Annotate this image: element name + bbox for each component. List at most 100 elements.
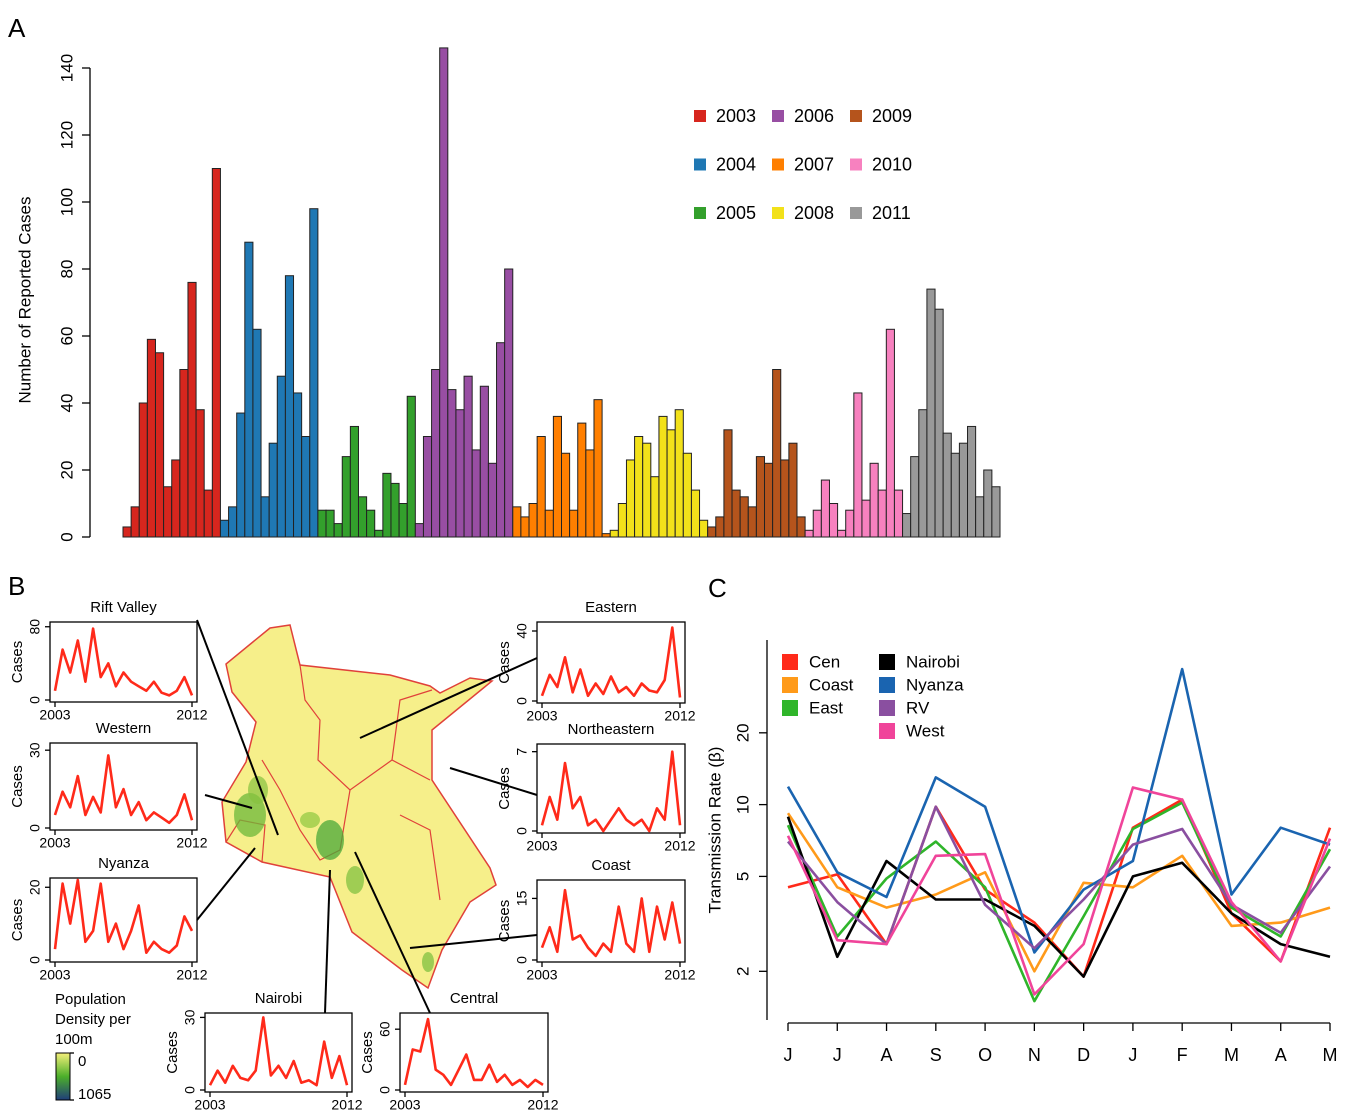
bar <box>700 520 708 537</box>
panel-label: C <box>708 573 727 603</box>
bar <box>618 504 626 538</box>
x-tick-label: 2012 <box>176 835 207 851</box>
x-tick-label: 2003 <box>526 708 557 724</box>
cases-line <box>542 628 680 698</box>
y-tick-label: 2 <box>733 967 752 976</box>
cases-line <box>55 629 192 696</box>
inset-title: Northeastern <box>568 721 655 738</box>
bar <box>586 450 594 537</box>
cases-line <box>542 752 680 831</box>
x-tick-label: 2003 <box>194 1097 225 1113</box>
bar <box>545 510 553 537</box>
legend-swatch <box>772 207 784 219</box>
bar <box>870 463 878 537</box>
bar <box>423 437 431 538</box>
bar <box>854 393 862 537</box>
bar <box>277 376 285 537</box>
x-tick-label: 2003 <box>526 967 557 983</box>
x-tick-label: M <box>1224 1045 1239 1065</box>
bar <box>237 413 245 537</box>
bar <box>935 309 943 537</box>
bar <box>155 353 163 537</box>
bar <box>943 433 951 537</box>
y-tick-label: 120 <box>57 121 76 149</box>
bar <box>594 400 602 537</box>
y-tick-label: 40 <box>514 623 530 639</box>
bar <box>521 517 529 537</box>
legend-label: Coast <box>809 675 854 694</box>
y-axis-label: Cases <box>9 641 26 684</box>
legend-swatch <box>850 207 862 219</box>
bar <box>838 530 846 537</box>
bar <box>172 460 180 537</box>
legend-label: 2008 <box>794 203 834 223</box>
rate-line <box>788 817 1330 977</box>
legend-label: 2006 <box>794 106 834 126</box>
bar <box>886 329 894 537</box>
bar <box>529 504 537 538</box>
bar <box>497 343 505 537</box>
x-tick-label: D <box>1077 1045 1090 1065</box>
bar <box>367 510 375 537</box>
bar <box>285 276 293 537</box>
figure: A B C Population Density per 100m 010650… <box>0 0 1345 1116</box>
legend-swatch <box>850 110 862 122</box>
y-tick-label: 20 <box>57 461 76 480</box>
bar <box>448 390 456 537</box>
bar <box>894 490 902 537</box>
y-axis-label: Cases <box>496 767 513 810</box>
x-tick-label: S <box>930 1045 942 1065</box>
legend-swatch <box>694 207 706 219</box>
bar <box>326 510 334 537</box>
bar <box>229 507 237 537</box>
leader-line <box>450 768 537 795</box>
y-axis-label: Cases <box>359 1031 376 1074</box>
bar <box>480 386 488 537</box>
x-tick-label: 2003 <box>39 967 70 983</box>
legend-label: RV <box>906 698 930 717</box>
bar <box>261 497 269 537</box>
bar <box>862 500 870 537</box>
legend-swatch <box>782 677 798 693</box>
leader-line <box>325 870 330 1013</box>
bar <box>797 517 805 537</box>
legend-label: Nairobi <box>906 652 960 671</box>
panel-label: B <box>8 571 25 601</box>
bar <box>472 450 480 537</box>
legend-swatch <box>850 159 862 171</box>
bar <box>562 453 570 537</box>
y-tick-label: 0 <box>514 697 530 705</box>
y-tick-label: 0 <box>27 956 43 964</box>
bar <box>456 410 464 537</box>
x-tick-label: 2012 <box>176 707 207 723</box>
density-patch <box>316 820 344 860</box>
plot-box <box>537 622 685 703</box>
bar <box>513 507 521 537</box>
y-tick-label: 80 <box>57 260 76 279</box>
bar <box>131 507 139 537</box>
x-tick-label: 2003 <box>526 838 557 854</box>
y-axis-label: Number of Reported Cases <box>15 197 34 404</box>
y-axis-label: Cases <box>9 899 26 942</box>
bar <box>651 477 659 537</box>
bar <box>626 460 634 537</box>
y-axis-label: Transmission Rate (β) <box>705 747 724 914</box>
bar <box>123 527 131 537</box>
density-patch <box>346 866 364 894</box>
legend-label: Nyanza <box>906 675 964 694</box>
inset-title: Nairobi <box>255 990 303 1007</box>
legend-label: 2009 <box>872 106 912 126</box>
legend-swatch <box>879 677 895 693</box>
y-tick-label: 0 <box>57 532 76 541</box>
bar <box>765 463 773 537</box>
bar <box>204 490 212 537</box>
y-axis-label: Cases <box>496 641 513 684</box>
bar <box>245 242 253 537</box>
cases-line <box>405 1019 543 1087</box>
y-axis-label: Cases <box>9 765 26 808</box>
y-axis-label: Cases <box>164 1031 181 1074</box>
bar <box>196 410 204 537</box>
x-tick-label: 2012 <box>331 1097 362 1113</box>
legend-swatch <box>694 110 706 122</box>
bar <box>643 443 651 537</box>
